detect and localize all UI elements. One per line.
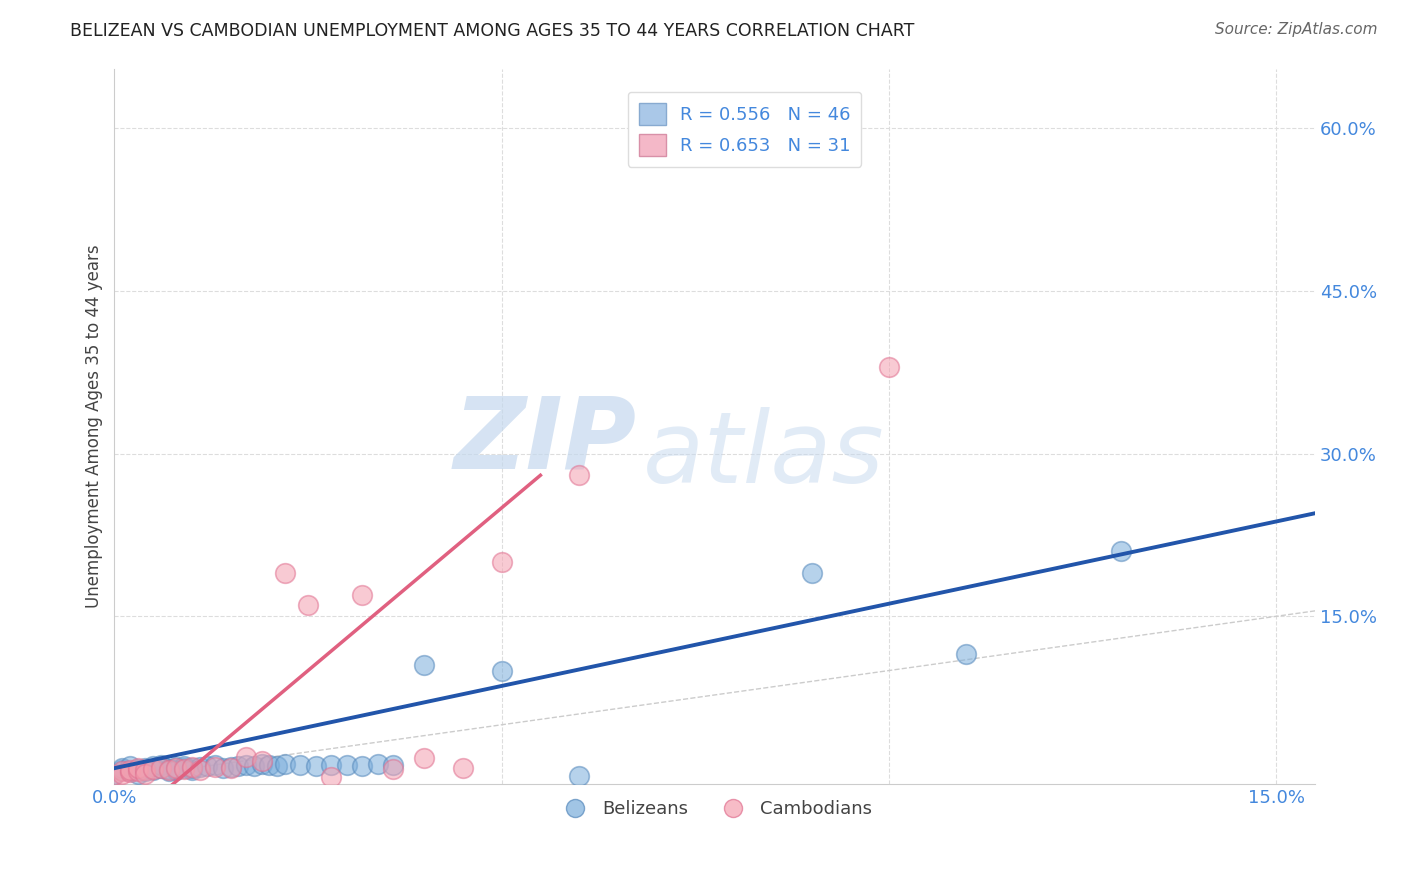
Point xyxy=(259,758,281,772)
Point xyxy=(297,599,319,613)
Point xyxy=(321,758,343,772)
Point xyxy=(180,760,202,774)
Point xyxy=(211,761,233,775)
Point xyxy=(142,764,165,778)
Point xyxy=(413,751,436,765)
Text: atlas: atlas xyxy=(643,407,884,504)
Point xyxy=(451,761,474,775)
Point xyxy=(118,764,141,778)
Point xyxy=(180,764,202,778)
Point xyxy=(336,758,359,772)
Point xyxy=(568,769,591,783)
Point xyxy=(219,761,242,775)
Point xyxy=(195,759,218,773)
Point xyxy=(352,759,374,773)
Point xyxy=(149,761,172,775)
Point xyxy=(250,754,273,768)
Y-axis label: Unemployment Among Ages 35 to 44 years: Unemployment Among Ages 35 to 44 years xyxy=(86,244,103,608)
Point xyxy=(274,566,297,580)
Point xyxy=(274,756,297,771)
Point xyxy=(228,759,250,773)
Text: ZIP: ZIP xyxy=(454,392,637,490)
Point xyxy=(111,764,134,778)
Point xyxy=(157,762,180,776)
Point xyxy=(219,760,242,774)
Point xyxy=(134,766,156,780)
Point xyxy=(134,761,156,775)
Point xyxy=(111,766,134,780)
Point xyxy=(149,761,172,775)
Point xyxy=(127,762,149,776)
Point xyxy=(165,760,187,774)
Point xyxy=(127,764,149,779)
Point xyxy=(266,759,288,773)
Point xyxy=(204,760,226,774)
Text: BELIZEAN VS CAMBODIAN UNEMPLOYMENT AMONG AGES 35 TO 44 YEARS CORRELATION CHART: BELIZEAN VS CAMBODIAN UNEMPLOYMENT AMONG… xyxy=(70,22,915,40)
Point xyxy=(723,132,745,146)
Point xyxy=(305,759,328,773)
Point xyxy=(491,555,513,569)
Point xyxy=(173,761,195,775)
Point xyxy=(250,756,273,771)
Point xyxy=(118,765,141,780)
Point xyxy=(103,767,125,781)
Point xyxy=(382,762,405,776)
Point xyxy=(491,664,513,678)
Point xyxy=(103,766,125,780)
Point xyxy=(352,588,374,602)
Point xyxy=(142,759,165,773)
Point xyxy=(800,566,823,580)
Point xyxy=(955,647,977,661)
Point xyxy=(321,770,343,784)
Point xyxy=(111,764,134,779)
Point xyxy=(118,764,141,779)
Point xyxy=(118,759,141,773)
Point xyxy=(165,764,187,778)
Point xyxy=(157,764,180,778)
Point xyxy=(180,761,202,775)
Point xyxy=(290,758,312,772)
Text: Source: ZipAtlas.com: Source: ZipAtlas.com xyxy=(1215,22,1378,37)
Point xyxy=(173,762,195,776)
Point xyxy=(367,756,389,771)
Point xyxy=(134,764,156,778)
Point xyxy=(568,468,591,483)
Point xyxy=(413,658,436,673)
Point xyxy=(157,764,180,779)
Point xyxy=(149,758,172,772)
Point xyxy=(188,760,211,774)
Legend: Belizeans, Cambodians: Belizeans, Cambodians xyxy=(550,793,880,825)
Point xyxy=(111,761,134,775)
Point xyxy=(877,359,900,374)
Point xyxy=(204,758,226,772)
Point xyxy=(165,761,187,775)
Point xyxy=(188,764,211,778)
Point xyxy=(382,758,405,772)
Point xyxy=(142,762,165,776)
Point xyxy=(127,766,149,780)
Point xyxy=(235,758,257,772)
Point xyxy=(173,759,195,773)
Point xyxy=(235,750,257,764)
Point xyxy=(1111,544,1133,558)
Point xyxy=(243,759,266,773)
Point xyxy=(134,764,156,779)
Point xyxy=(127,761,149,775)
